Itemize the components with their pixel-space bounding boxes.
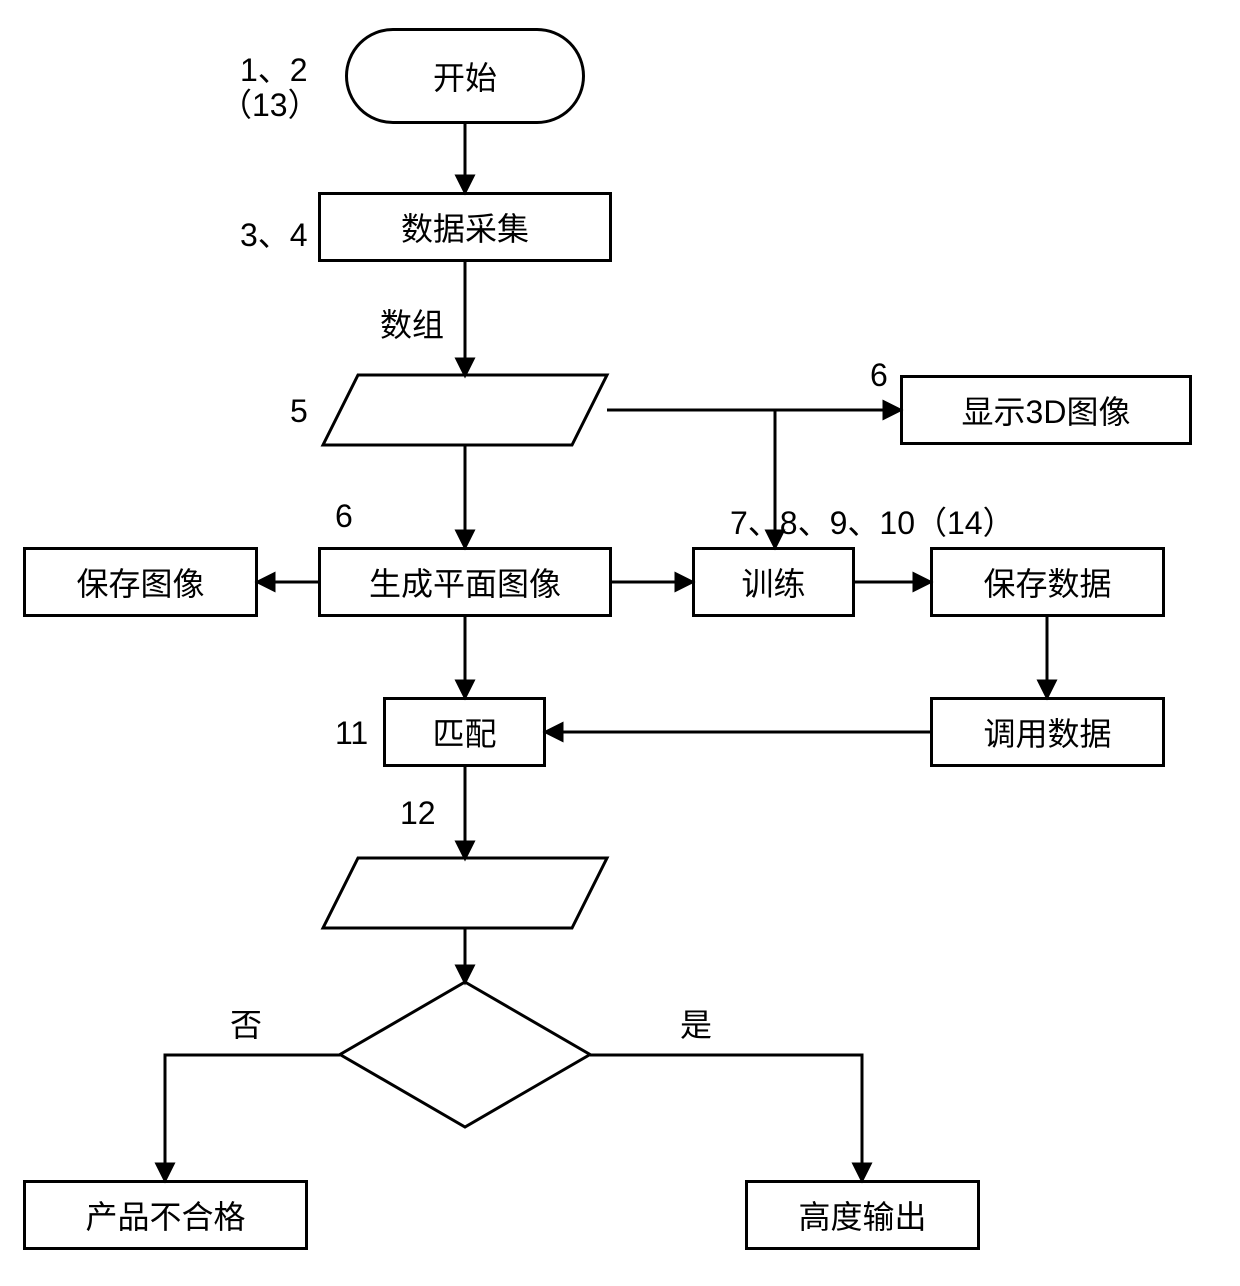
node-label: 开始 <box>433 53 497 99</box>
node-label: 数据判断 <box>401 1032 529 1078</box>
node-fail: 产品不合格 <box>23 1180 308 1250</box>
node-genplane: 生成平面图像 <box>318 547 612 617</box>
node-heightdata: 高度数据 <box>323 858 607 928</box>
annotation-a7: 7、8、9、10（14） <box>730 498 1015 544</box>
edge-label: 数组 <box>380 300 444 346</box>
node-match: 匹配 <box>383 697 546 767</box>
node-collect: 数据采集 <box>318 192 612 262</box>
node-decide: 数据判断 <box>340 982 590 1127</box>
node-calldata: 调用数据 <box>930 697 1165 767</box>
node-data3d: 3维数据 <box>323 375 607 445</box>
node-train: 训练 <box>692 547 855 617</box>
node-label: 调用数据 <box>983 709 1111 755</box>
node-label: 显示3D图像 <box>962 387 1131 433</box>
annotation-a5: 6 <box>870 357 888 394</box>
annotation-a2: （13） <box>220 80 320 126</box>
node-start: 开始 <box>345 28 585 124</box>
node-show3d: 显示3D图像 <box>900 375 1192 445</box>
node-heightout: 高度输出 <box>745 1180 980 1250</box>
node-savedata: 保存数据 <box>930 547 1165 617</box>
node-label: 训练 <box>741 559 805 605</box>
node-label: 高度输出 <box>798 1192 926 1238</box>
node-saveimg: 保存图像 <box>23 547 258 617</box>
flowchart-canvas: 开始数据采集 3维数据 显示3D图像保存图像 生成平面图像 训练 保存数据匹配 调用数据高度… <box>0 0 1240 1286</box>
node-label: 保存图像 <box>76 559 204 605</box>
node-label: 保存数据 <box>983 559 1111 605</box>
node-label: 匹配 <box>432 709 496 755</box>
node-label: 高度数据 <box>401 870 529 916</box>
edge-label: 12 <box>400 795 436 832</box>
annotation-a6: 6 <box>335 498 353 535</box>
edge-label: 是 <box>680 1000 712 1046</box>
node-label: 数据采集 <box>401 204 529 250</box>
node-label: 3维数据 <box>408 387 522 433</box>
edge-label: 否 <box>230 1000 262 1046</box>
annotation-a8: 11 <box>335 715 368 752</box>
annotation-a3: 3、4 <box>240 210 308 256</box>
node-label: 生成平面图像 <box>369 559 561 605</box>
node-label: 产品不合格 <box>85 1192 245 1238</box>
annotation-a4: 5 <box>290 393 308 430</box>
